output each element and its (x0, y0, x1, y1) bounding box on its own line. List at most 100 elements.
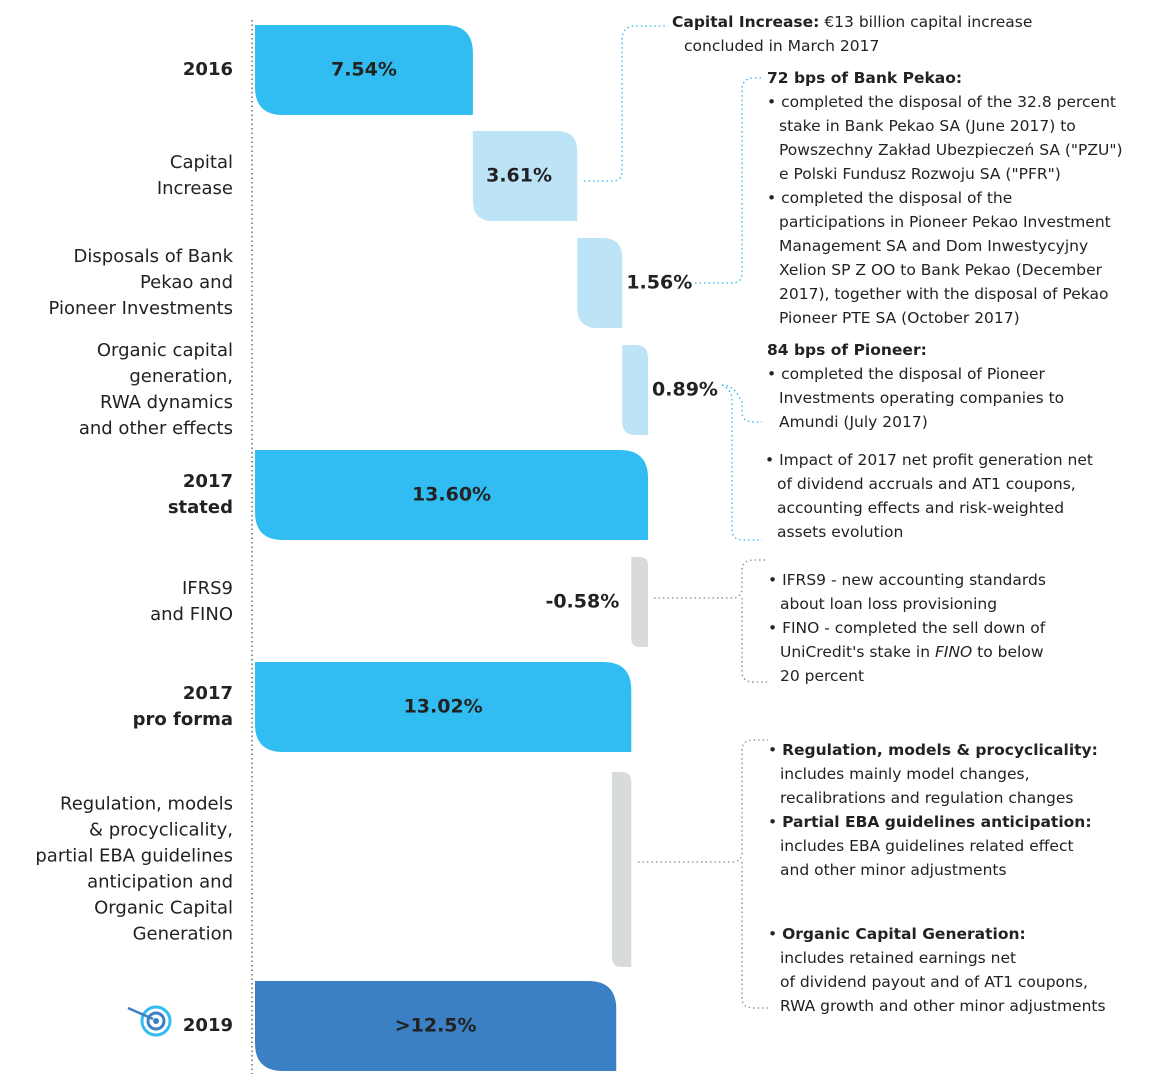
annotation-line: Amundi (July 2017) (779, 413, 928, 431)
annotation-line: of dividend accruals and AT1 coupons, (777, 475, 1076, 493)
connector (654, 559, 768, 683)
annotation-text: • IFRS9 - new accounting standards (768, 571, 1046, 589)
annotation-text: 72 bps of Bank Pekao: (767, 69, 962, 87)
annotation-text: • (768, 925, 782, 943)
annotation-text: includes retained earnings net (780, 949, 1016, 967)
target-icon (127, 1005, 172, 1037)
annotation-text: • FINO - completed the sell down of (768, 619, 1046, 637)
category-label: Disposals of Bank (74, 246, 234, 267)
annotation-line: • FINO - completed the sell down of (768, 619, 1046, 637)
annotation-text: 2017), together with the disposal of Pek… (779, 285, 1108, 303)
connector (638, 739, 768, 1009)
bar (255, 662, 632, 752)
category-label: Pekao and (140, 272, 233, 293)
category-label: pro forma (133, 709, 233, 730)
annotation-text: Organic Capital Generation: (782, 925, 1026, 943)
annotation-text: Regulation, models & procyclicality: (782, 741, 1098, 759)
annotation-line: 84 bps of Pioneer: (767, 341, 927, 359)
annotation-line: Management SA and Dom Inwestycyjny (779, 237, 1088, 255)
annotation-line: Pioneer PTE SA (October 2017) (779, 309, 1020, 327)
annotation-text: Powszechny Zakład Ubezpieczeń SA ("PZU") (779, 141, 1123, 159)
value-label: 13.02% (404, 696, 483, 718)
annotation-line: includes mainly model changes, (780, 765, 1030, 783)
annotation-line: 72 bps of Bank Pekao: (767, 69, 962, 87)
category-label: generation, (129, 366, 233, 387)
category-label: 2017 (183, 683, 233, 704)
annotation-line: • Organic Capital Generation: (768, 925, 1026, 943)
annotation-line: includes retained earnings net (780, 949, 1016, 967)
annotation-text: Xelion SP Z OO to Bank Pekao (December (779, 261, 1103, 279)
annotation-line: Investments operating companies to (779, 389, 1064, 407)
annotation-line: 20 percent (780, 667, 864, 685)
annotation-line: • completed the disposal of the 32.8 per… (767, 93, 1116, 111)
annotation-line: recalibrations and regulation changes (780, 789, 1073, 807)
annotation-text: Management SA and Dom Inwestycyjny (779, 237, 1088, 255)
annotation-text: participations in Pioneer Pekao Investme… (779, 213, 1111, 231)
annotation-text: includes mainly model changes, (780, 765, 1030, 783)
category-label: Regulation, models (60, 794, 233, 815)
annotation-text: includes EBA guidelines related effect (780, 837, 1074, 855)
annotation-text: 20 percent (780, 667, 864, 685)
category-label: Organic capital (97, 340, 233, 361)
annotation-line: • completed the disposal of Pioneer (767, 365, 1046, 383)
annotation-line: assets evolution (777, 523, 903, 541)
bar (255, 450, 649, 540)
bar (631, 557, 649, 647)
annotation-line: includes EBA guidelines related effect (780, 837, 1074, 855)
annotation-text: €13 billion capital increase (819, 13, 1032, 31)
annotation-text: assets evolution (777, 523, 903, 541)
connector (695, 77, 762, 284)
annotation-text: UniCredit's stake in (780, 643, 935, 661)
annotation-text: to below (972, 643, 1044, 661)
connector (721, 384, 762, 541)
category-label: 2016 (183, 59, 233, 80)
category-label: Pioneer Investments (49, 298, 233, 319)
value-label: 7.54% (331, 59, 397, 81)
annotation-line: participations in Pioneer Pekao Investme… (779, 213, 1111, 231)
annotation-text: • completed the disposal of Pioneer (767, 365, 1046, 383)
value-label: >12.5% (395, 1015, 477, 1037)
bar (622, 345, 649, 435)
value-label: 1.56% (626, 272, 692, 294)
category-label: RWA dynamics (100, 392, 233, 413)
bar (611, 772, 632, 967)
category-label: Increase (157, 178, 233, 199)
annotation-text: Pioneer PTE SA (October 2017) (779, 309, 1020, 327)
annotation-text: Partial EBA guidelines anticipation: (782, 813, 1091, 831)
bar (472, 131, 578, 221)
annotation-text: • completed the disposal of the 32.8 per… (767, 93, 1116, 111)
annotation-line: Capital Increase: €13 billion capital in… (672, 13, 1032, 31)
value-label: -0.58% (545, 591, 619, 613)
annotation-line: accounting effects and risk-weighted (777, 499, 1064, 517)
annotation-text: recalibrations and regulation changes (780, 789, 1073, 807)
annotation-line: • Impact of 2017 net profit generation n… (765, 451, 1093, 469)
value-label: 13.60% (412, 484, 491, 506)
annotation-text: RWA growth and other minor adjustments (780, 997, 1106, 1015)
annotation-line: UniCredit's stake in FINO to below (780, 643, 1044, 661)
value-label: 3.61% (486, 165, 552, 187)
connector (721, 384, 762, 423)
annotation-text: e Polski Fundusz Rozwoju SA ("PFR") (779, 165, 1061, 183)
category-label: and other effects (79, 418, 233, 439)
category-label: Organic Capital (94, 898, 233, 919)
annotation-text: 84 bps of Pioneer: (767, 341, 927, 359)
category-label: and FINO (150, 604, 233, 625)
annotation-text: about loan loss provisioning (780, 595, 997, 613)
annotation-line: stake in Bank Pekao SA (June 2017) to (779, 117, 1076, 135)
category-label: 2017 (183, 471, 233, 492)
annotation-text: and other minor adjustments (780, 861, 1007, 879)
annotation-text: • Impact of 2017 net profit generation n… (765, 451, 1093, 469)
annotation-line: and other minor adjustments (780, 861, 1007, 879)
annotation-line: e Polski Fundusz Rozwoju SA ("PFR") (779, 165, 1061, 183)
annotation-text: Amundi (July 2017) (779, 413, 928, 431)
category-label: partial EBA guidelines (35, 846, 233, 867)
annotation-text: of dividend accruals and AT1 coupons, (777, 475, 1076, 493)
annotation-text: • (768, 741, 782, 759)
annotation-text: of dividend payout and of AT1 coupons, (780, 973, 1088, 991)
category-label: stated (168, 497, 233, 518)
annotation-text: FINO (935, 643, 972, 661)
annotation-text: stake in Bank Pekao SA (June 2017) to (779, 117, 1076, 135)
annotation-line: 2017), together with the disposal of Pek… (779, 285, 1108, 303)
annotation-line: of dividend payout and of AT1 coupons, (780, 973, 1088, 991)
